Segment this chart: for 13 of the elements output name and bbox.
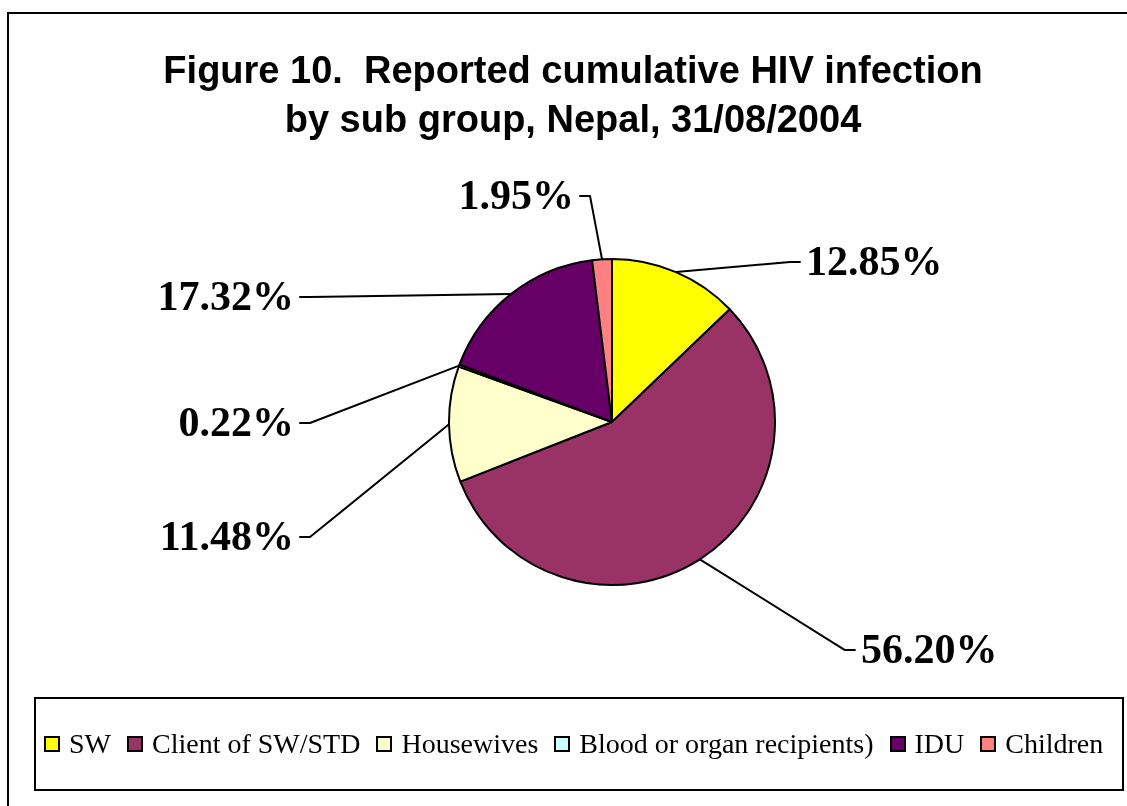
- data-label: 0.22%: [178, 398, 294, 445]
- legend-label: SW: [69, 728, 111, 760]
- legend-label: Client of SW/STD: [152, 728, 361, 760]
- chart-title: Figure 10. Reported cumulative HIV infection by sub group, Nepal, 31/08/2004: [162, 48, 984, 142]
- data-label: 12.85%: [806, 237, 943, 284]
- data-label: 1.95%: [458, 171, 574, 218]
- data-label: 56.20%: [860, 625, 998, 672]
- legend-label: Housewives: [401, 728, 539, 760]
- legend-label: Blood or organ recipients): [579, 728, 874, 760]
- data-label: 11.48%: [159, 512, 294, 559]
- legend-label: IDU: [914, 728, 965, 760]
- legend-label: Children: [1005, 728, 1104, 760]
- data-label: 17.32%: [157, 272, 294, 319]
